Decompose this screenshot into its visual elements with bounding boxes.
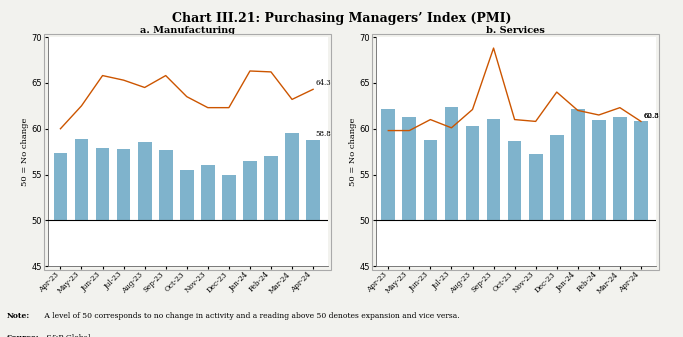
Bar bbox=[445, 107, 458, 220]
Bar bbox=[381, 109, 395, 220]
Bar bbox=[613, 117, 627, 220]
Bar bbox=[159, 150, 173, 220]
Bar bbox=[507, 141, 521, 220]
Bar bbox=[466, 126, 479, 220]
Bar bbox=[402, 117, 416, 220]
Bar bbox=[571, 110, 585, 220]
Bar bbox=[423, 140, 437, 220]
Text: 62.3: 62.3 bbox=[643, 112, 658, 120]
Bar bbox=[180, 170, 193, 220]
Bar bbox=[529, 154, 542, 220]
Text: 64.3: 64.3 bbox=[316, 80, 331, 88]
Bar bbox=[96, 148, 109, 220]
Y-axis label: 50 = No change: 50 = No change bbox=[349, 118, 357, 186]
Bar bbox=[550, 135, 563, 220]
Bar bbox=[487, 119, 501, 220]
Bar bbox=[201, 165, 214, 220]
Bar bbox=[592, 121, 606, 220]
Bar bbox=[74, 139, 88, 220]
Bar bbox=[138, 142, 152, 220]
Bar bbox=[634, 121, 647, 220]
Text: Note:: Note: bbox=[7, 312, 30, 320]
Text: A level of 50 corresponds to no change in activity and a reading above 50 denote: A level of 50 corresponds to no change i… bbox=[42, 312, 459, 320]
Bar bbox=[306, 140, 320, 220]
Bar bbox=[243, 161, 257, 220]
Text: 58.8: 58.8 bbox=[316, 130, 331, 138]
Bar bbox=[53, 153, 68, 220]
Bar bbox=[222, 175, 236, 220]
Text: Source:: Source: bbox=[7, 334, 40, 337]
Text: Chart III.21: Purchasing Managers’ Index (PMI): Chart III.21: Purchasing Managers’ Index… bbox=[171, 12, 512, 25]
Title: a. Manufacturing: a. Manufacturing bbox=[140, 26, 236, 35]
Bar bbox=[117, 149, 130, 220]
Y-axis label: 50 = No change: 50 = No change bbox=[21, 118, 29, 186]
Title: b. Services: b. Services bbox=[486, 26, 545, 35]
Text: 60.8: 60.8 bbox=[643, 112, 659, 120]
Text: S&P Global.: S&P Global. bbox=[44, 334, 92, 337]
Bar bbox=[285, 133, 299, 220]
Bar bbox=[264, 156, 278, 220]
